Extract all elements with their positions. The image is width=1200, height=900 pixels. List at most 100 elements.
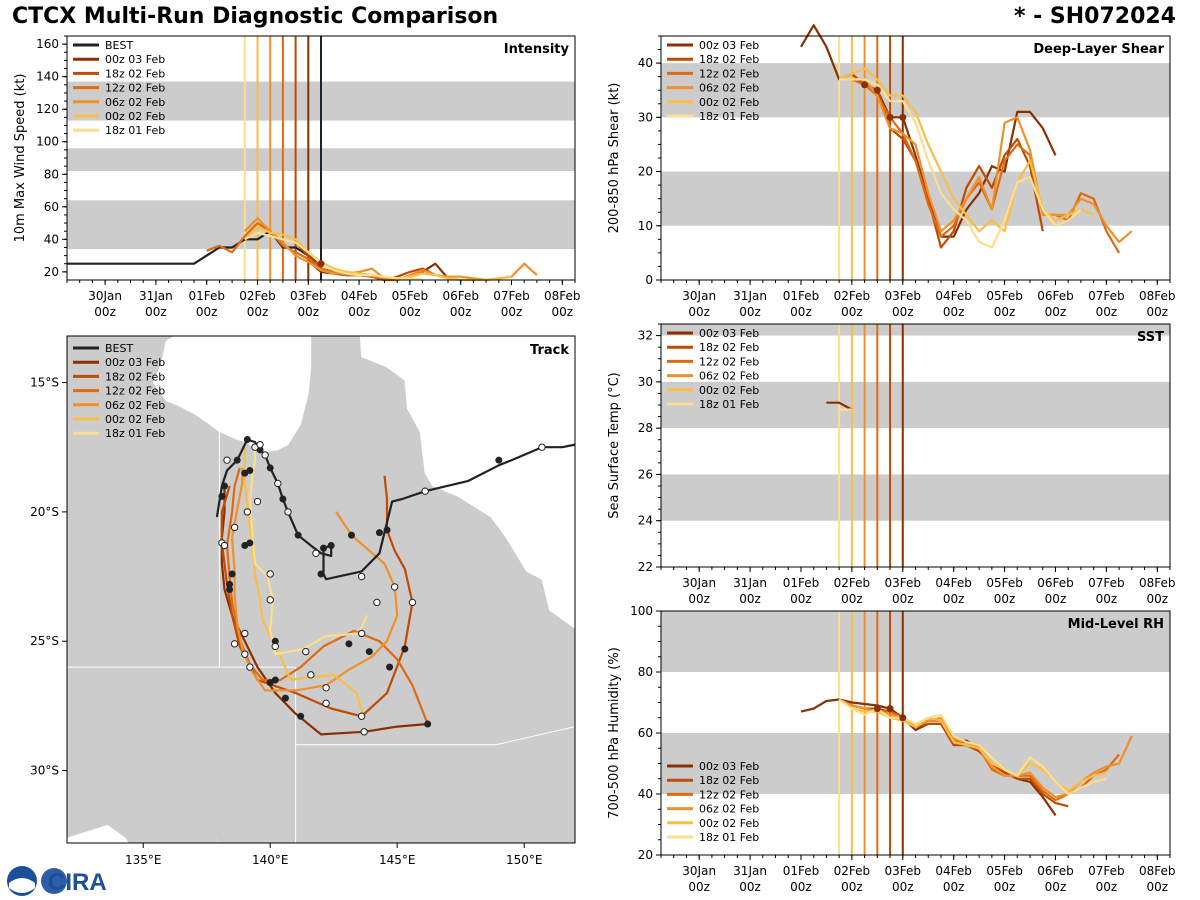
track-point-filled	[241, 469, 249, 477]
track-point-filled	[294, 531, 302, 539]
x-tick-label: 00z	[1146, 592, 1168, 606]
x-tick-label: 00z	[841, 880, 863, 894]
x-tick-label: 06Feb	[1037, 576, 1074, 590]
y-tick-label: 24	[638, 514, 653, 528]
shaded-band	[661, 324, 1170, 336]
track-point-open	[246, 663, 254, 671]
data-point	[873, 86, 881, 94]
track-point-open	[302, 647, 310, 656]
lat-tick-label: 25°S	[30, 634, 59, 648]
track-point-open	[261, 451, 269, 459]
x-tick-label: 01Feb	[783, 289, 820, 303]
x-tick-label: 31Jan	[139, 289, 173, 303]
y-tick-label: 80	[638, 665, 653, 679]
y-tick-label: 32	[638, 329, 653, 343]
y-tick-label: 40	[638, 787, 653, 801]
series-line	[839, 78, 1133, 244]
panel-intensity: 20 40 60 80 100 120 140 160 30Jan 00z 31Jan 00z 01Fe…	[13, 35, 581, 319]
x-tick-label: 00z	[688, 880, 710, 894]
track-point-open	[357, 572, 366, 581]
x-tick-label: 00z	[790, 592, 812, 606]
x-tick-label: 00z	[943, 305, 965, 319]
track-map-area	[67, 336, 575, 843]
track-point-filled	[327, 542, 335, 550]
x-tick-label: 04Feb	[341, 289, 378, 303]
track-point-open	[256, 440, 264, 449]
data-point	[886, 705, 894, 713]
x-tick-label: 02Feb	[834, 864, 871, 878]
y-tick-label: 10	[638, 219, 653, 233]
track-point-open	[241, 629, 249, 638]
shaded-band	[661, 611, 1170, 672]
lon-tick-label: 150°E	[506, 853, 543, 867]
y-tick-label: 60	[44, 200, 59, 214]
legend-label: 00z 02 Feb	[105, 110, 165, 123]
x-tick-label: 00z	[841, 592, 863, 606]
y-tick-label: 100	[36, 135, 59, 149]
track-point-open	[538, 443, 546, 451]
land-mass	[67, 336, 575, 843]
x-tick-label: 03Feb	[290, 289, 327, 303]
legend-label: 18z 02 Feb	[699, 53, 759, 66]
state-border	[295, 726, 575, 746]
track-point-filled	[220, 482, 228, 490]
x-tick-label: 31Jan	[733, 864, 767, 878]
data-point	[873, 705, 881, 713]
legend-label: 18z 02 Feb	[699, 774, 759, 787]
track-point-filled	[226, 580, 234, 588]
legend-label: 12z 02 Feb	[699, 355, 759, 368]
y-tick-label: 100	[630, 604, 653, 618]
track-point-filled	[495, 456, 503, 464]
x-tick-label: 00z	[1045, 305, 1067, 319]
x-tick-label: 00z	[348, 305, 370, 319]
track-point-filled	[345, 640, 353, 648]
x-tick-label: 00z	[790, 305, 812, 319]
series-line	[67, 230, 322, 265]
legend-label: 06z 02 Feb	[105, 399, 165, 412]
track-point-filled	[266, 464, 274, 472]
y-tick-label: 30	[638, 110, 653, 124]
x-tick-label: 00z	[943, 592, 965, 606]
x-tick-label: 00z	[739, 305, 761, 319]
panel-title: Deep-Layer Shear	[1033, 42, 1164, 57]
x-tick-label: 00z	[298, 305, 320, 319]
y-tick-label: 0	[645, 273, 653, 287]
shaded-band	[661, 381, 1170, 429]
track-point-filled	[383, 526, 391, 534]
x-tick-label: 02Feb	[834, 576, 871, 590]
y-axis-label: 700-500 hPa Humidity (%)	[607, 647, 622, 819]
cira-logo: CIRA	[7, 866, 107, 896]
x-tick-label: 00z	[1096, 592, 1118, 606]
legend-label: 18z 01 Feb	[699, 831, 759, 844]
x-tick-label: 00z	[943, 880, 965, 894]
y-tick-label: 60	[638, 726, 653, 740]
x-tick-label: 30Jan	[682, 289, 716, 303]
y-tick-label: 30	[638, 375, 653, 389]
track-point-open	[408, 598, 417, 607]
shaded-band	[661, 171, 1170, 226]
track-point-open	[223, 456, 231, 464]
track-point-open	[322, 699, 330, 708]
x-tick-label: 07Feb	[493, 289, 530, 303]
x-tick-label: 03Feb	[885, 864, 922, 878]
x-tick-label: 00z	[688, 592, 710, 606]
x-tick-label: 08Feb	[544, 289, 581, 303]
track-point-filled	[241, 542, 249, 550]
track-line	[225, 467, 429, 725]
x-tick-label: 00z	[196, 305, 218, 319]
lat-tick-label: 15°S	[30, 376, 59, 390]
track-point-filled	[233, 456, 241, 464]
shaded-band	[661, 474, 1170, 521]
panel-rh: 20 40 60 80 100 30Jan 00z 31Jan 00z 01Feb 00z 02Feb…	[607, 604, 1176, 894]
track-point-filled	[386, 663, 394, 671]
legend-label: 06z 02 Feb	[699, 82, 759, 95]
track-point-open	[266, 570, 274, 578]
cira-wordmark: CIRA	[48, 869, 107, 896]
x-tick-label: 00z	[739, 880, 761, 894]
x-tick-label: 04Feb	[935, 576, 972, 590]
legend-label: 06z 02 Feb	[699, 370, 759, 383]
legend-label: 00z 03 Feb	[699, 39, 759, 52]
x-tick-label: 00z	[892, 305, 914, 319]
data-point	[861, 81, 869, 89]
